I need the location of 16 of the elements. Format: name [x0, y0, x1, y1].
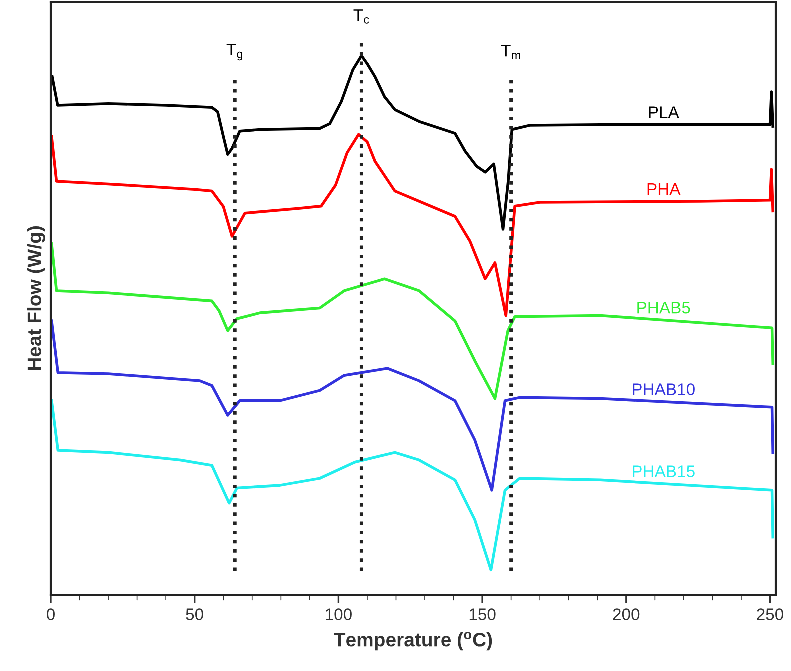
series-label: PLA: [649, 106, 680, 118]
x-tick-label: 100: [326, 608, 352, 620]
ref-line-label: T$_{c}$: [354, 10, 370, 24]
x-axis-title: Temperature ($^{o}$C): [334, 632, 492, 651]
ref-line-label: T$_{m}$: [501, 45, 520, 60]
y-axis-title: Heat Flow (W/g): [27, 226, 46, 370]
x-tick-label: 250: [757, 608, 784, 620]
x-tick-label: 0: [47, 608, 55, 620]
x-tick-label: 50: [186, 608, 204, 620]
ref-line-label: T$_{g}$: [226, 44, 243, 61]
series-label: PHAB5: [638, 302, 690, 314]
x-tick-label: 200: [613, 608, 640, 620]
series-label: PHA: [648, 184, 681, 196]
series-label: PHAB10: [633, 384, 695, 396]
x-tick-label: 150: [470, 608, 496, 620]
series-label: PHAB15: [633, 466, 695, 478]
